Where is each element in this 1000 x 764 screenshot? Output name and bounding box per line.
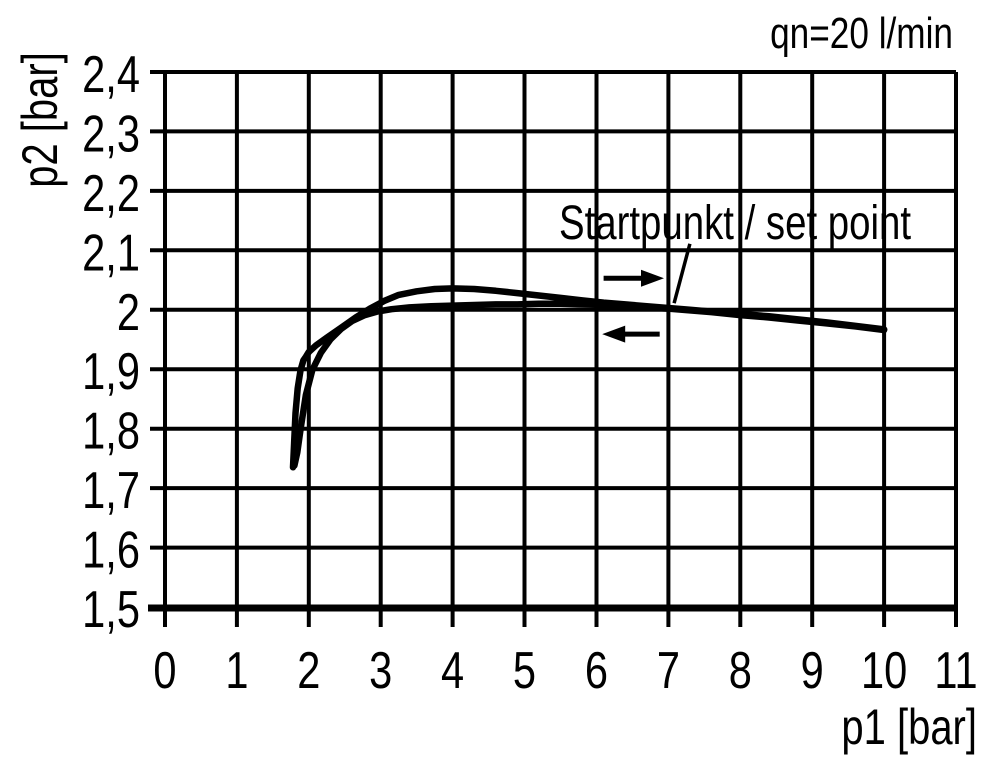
- x-tick-label: 3: [369, 641, 392, 700]
- x-tick-label: 5: [513, 641, 536, 700]
- y-tick-label: 2,4: [82, 45, 140, 104]
- curve-left: [291, 300, 888, 469]
- hysteresis-curves: [289, 285, 888, 471]
- y-tick-label: 1,9: [82, 342, 140, 401]
- x-tick-label: 7: [657, 641, 680, 700]
- axis-ticks: 2,42,32,22,121,91,81,71,61,50 1 2 3 4 5 6 7 8 9 10…: [82, 45, 977, 700]
- direction-arrow-right-icon: [641, 269, 664, 287]
- y-tick-label: 2: [117, 282, 140, 341]
- x-axis-title: p1 [bar]: [841, 699, 977, 755]
- y-tick-label: 1,8: [82, 401, 140, 460]
- x-tick-label: 10: [861, 641, 907, 700]
- x-tick-label: 2: [297, 641, 320, 700]
- flow-rate-label: qn=20 l/min: [770, 9, 953, 58]
- y-tick-label: 1,6: [82, 520, 140, 579]
- grid: [148, 70, 958, 627]
- x-tick-label: 8: [729, 641, 752, 700]
- y-tick-label: 1,7: [82, 461, 140, 520]
- x-tick-label: 11: [934, 641, 977, 700]
- annotations: [602, 243, 692, 343]
- y-tick-label: 2,3: [82, 104, 140, 163]
- set-point-leader-line: [672, 243, 692, 304]
- y-tick-label: 1,5: [82, 580, 140, 639]
- x-tick-label: 4: [441, 641, 464, 700]
- y-tick-label: 2,1: [82, 223, 140, 282]
- x-tick-label: 1: [225, 641, 248, 700]
- direction-arrow-left-icon: [602, 325, 626, 343]
- y-tick-label: 2,2: [82, 163, 140, 222]
- y-axis-title: p2 [bar]: [12, 52, 68, 188]
- x-tick-label: 6: [585, 641, 608, 700]
- x-tick-label: 9: [801, 641, 824, 700]
- set-point-annotation-label: Startpunkt / set point: [559, 197, 911, 250]
- x-tick-label: 0: [153, 641, 176, 700]
